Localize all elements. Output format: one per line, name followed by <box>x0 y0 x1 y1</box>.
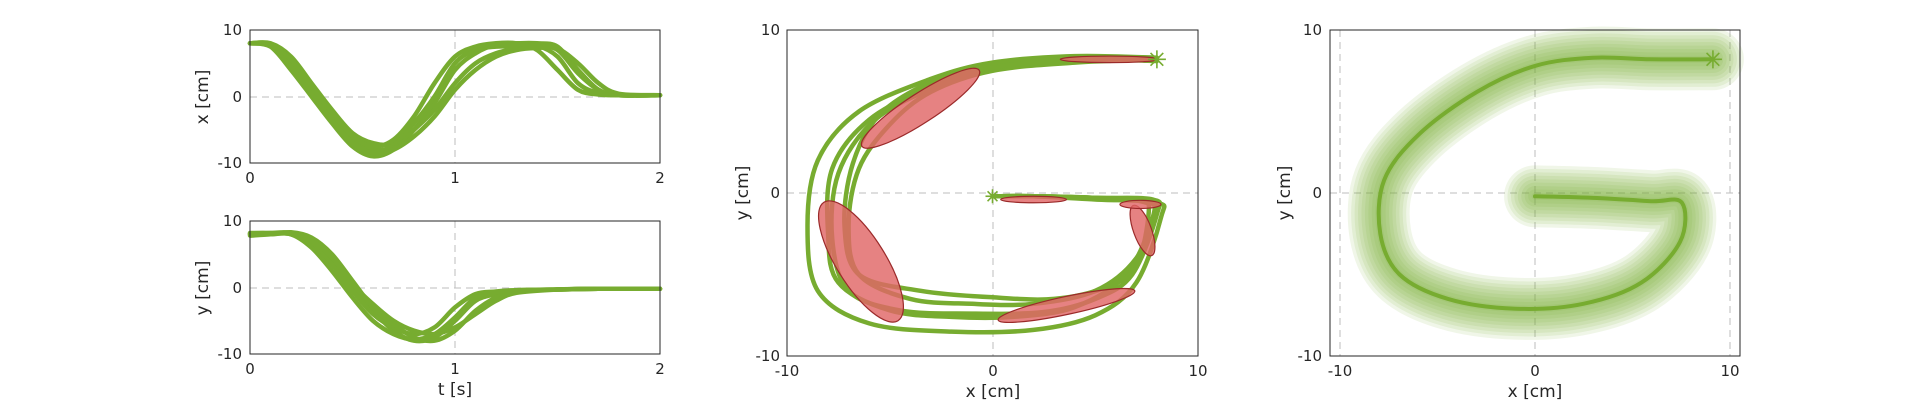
trajectory-line <box>247 40 663 149</box>
x-axis-label: x [cm] <box>966 382 1021 401</box>
panel-y-vs-t: 10 0 -10 0 1 2 t [s] y [cm] <box>193 212 665 400</box>
y-axis-label: y [cm] <box>1275 166 1295 221</box>
ytick-label: 0 <box>232 279 242 297</box>
start-star-marker <box>1147 50 1166 69</box>
markers <box>985 50 1166 204</box>
xtick-label: 2 <box>655 360 665 378</box>
ytick-label: -10 <box>218 154 243 172</box>
ytick-label: 10 <box>223 212 242 230</box>
xtick-label: 0 <box>245 360 255 378</box>
xtick-label: 10 <box>1720 362 1739 380</box>
xtick-label: 10 <box>1188 362 1207 380</box>
x-axis-label: t [s] <box>438 380 472 400</box>
mean-trajectory <box>1376 55 1715 311</box>
y-axis-label: y [cm] <box>193 261 213 316</box>
axes-frame <box>786 29 1199 357</box>
xtick-label: -10 <box>775 362 800 380</box>
ytick-label: 0 <box>232 88 242 106</box>
ytick-label: 0 <box>770 184 780 202</box>
panel-xy-demonstrations: 10 0 -10 -10 0 10 x [cm] y [cm] <box>733 21 1208 401</box>
ytick-label: -10 <box>218 345 243 363</box>
y-trajectories <box>247 229 663 344</box>
gaussian-ellipse <box>1059 55 1160 64</box>
markers <box>1703 50 1722 69</box>
xtick-label: 0 <box>245 169 255 187</box>
ytick-label: 0 <box>1312 184 1322 202</box>
x-trajectories <box>247 40 663 159</box>
reproduction-band <box>1347 26 1744 340</box>
gaussian-ellipse <box>997 287 1136 324</box>
xtick-label: 1 <box>450 169 460 187</box>
axes-frame <box>1329 29 1741 357</box>
gaussian-ellipse <box>1000 195 1068 204</box>
axes-frame <box>249 220 661 355</box>
xtick-label: 1 <box>450 360 460 378</box>
panel-x-vs-t: 10 0 -10 0 1 2 x [cm] <box>193 21 665 187</box>
gaussian-ellipse <box>860 67 981 149</box>
gaussian-ellipse <box>1119 199 1162 210</box>
trajectory-line <box>846 57 1160 308</box>
xtick-label: 0 <box>988 362 998 380</box>
ytick-label: 10 <box>761 21 780 39</box>
xtick-label: -10 <box>1328 362 1353 380</box>
y-axis-label: x [cm] <box>193 70 213 125</box>
gaussian-ellipses <box>817 55 1162 324</box>
ytick-label: 10 <box>1303 21 1322 39</box>
panel-xy-reproduction: 10 0 -10 -10 0 10 x [cm] y [cm] <box>1275 21 1744 401</box>
ytick-label: -10 <box>756 347 781 365</box>
trajectory-line <box>247 231 663 342</box>
ytick-label: 10 <box>223 21 242 39</box>
y-axis-label: y [cm] <box>733 166 753 221</box>
gaussian-ellipse <box>817 200 905 323</box>
trajectory-line <box>247 41 663 156</box>
x-axis-label: x [cm] <box>1508 382 1563 401</box>
xtick-label: 2 <box>655 169 665 187</box>
end-star-marker <box>985 189 1000 204</box>
start-star-marker <box>1703 50 1722 69</box>
axes-frame <box>249 29 661 164</box>
xtick-label: 0 <box>1530 362 1540 380</box>
ytick-label: -10 <box>1298 347 1323 365</box>
